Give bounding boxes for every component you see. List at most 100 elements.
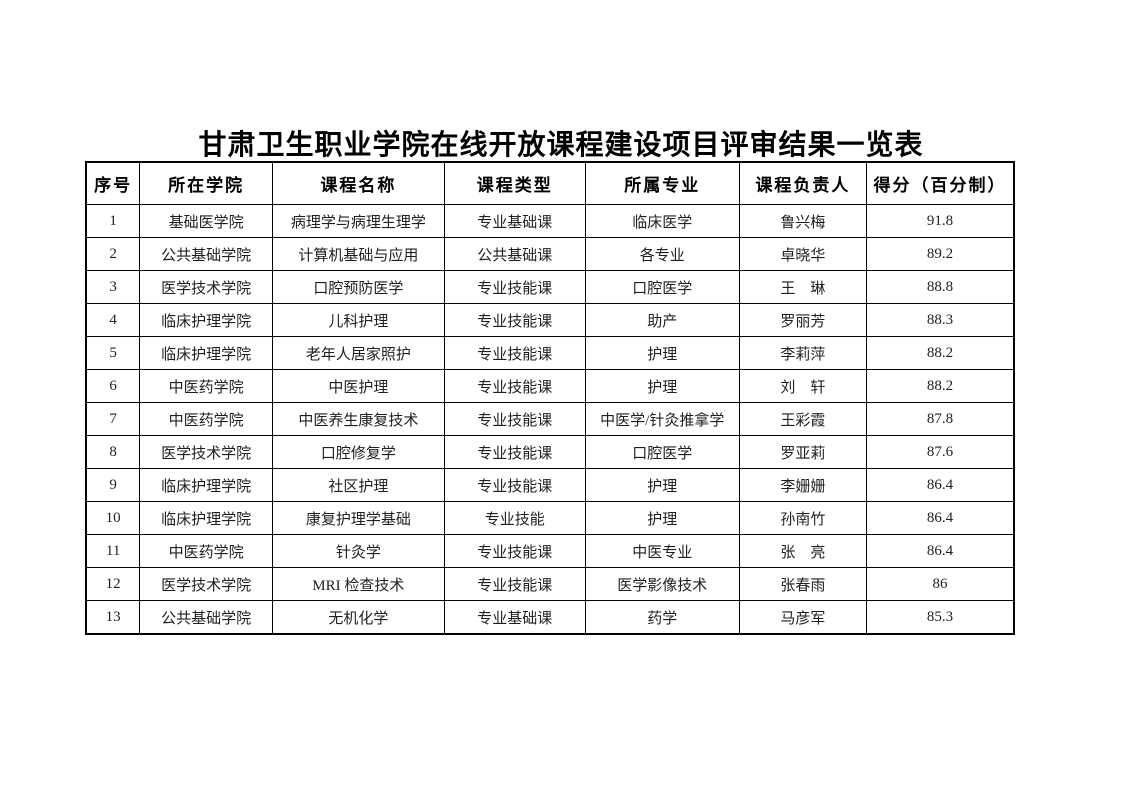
table-cell: 87.6 [865, 435, 1015, 469]
table-cell: 86.4 [865, 468, 1015, 502]
column-header: 所在学院 [139, 161, 274, 205]
table-cell: 基础医学院 [139, 204, 274, 238]
table-cell: 专业基础课 [443, 600, 586, 635]
table-row: 2 公共基础学院 计算机基础与应用 公共基础课 各专业 卓晓华 89.2 [85, 237, 1015, 271]
table-cell: 医学技术学院 [139, 435, 274, 469]
table-cell: 3 [85, 270, 141, 304]
table-row: 1 基础医学院 病理学与病理生理学 专业基础课 临床医学 鲁兴梅 91.8 [85, 204, 1015, 238]
table-row: 11 中医药学院 针灸学 专业技能课 中医专业张 亮 86.4 [85, 534, 1015, 568]
table-cell: 86 [865, 567, 1015, 601]
table-cell: 1 [85, 204, 141, 238]
table-cell: 专业技能课 [443, 567, 586, 601]
table-cell: 10 [85, 501, 141, 535]
table-row: 3 医学技术学院 口腔预防医学 专业技能课 口腔医学王 琳 88.8 [85, 270, 1015, 304]
table-cell: 专业技能课 [443, 402, 586, 436]
table-cell: 中医专业 [584, 534, 740, 568]
table-cell: 11 [85, 534, 141, 568]
table-cell: 王 琳 [738, 270, 867, 304]
table-cell: 刘 轩 [738, 369, 867, 403]
table-cell: 儿科护理 [272, 303, 445, 337]
table-cell: 计算机基础与应用 [272, 237, 445, 271]
table-cell: 口腔预防医学 [272, 270, 445, 304]
table-cell: 91.8 [865, 204, 1015, 238]
column-header: 课程负责人 [738, 161, 867, 205]
table-cell: 87.8 [865, 402, 1015, 436]
table-cell: 4 [85, 303, 141, 337]
page-title: 甘肃卫生职业学院在线开放课程建设项目评审结果一览表 [198, 129, 924, 160]
table-cell: 张春雨 [738, 567, 867, 601]
table-cell: MRI 检查技术 [272, 567, 445, 601]
table-cell: 85.3 [865, 600, 1015, 635]
table-cell: 李莉萍 [738, 336, 867, 370]
table-cell: 口腔医学 [584, 270, 740, 304]
table-cell: 6 [85, 369, 141, 403]
table-row: 6 中医药学院 中医护理 专业技能课 护理刘 轩 88.2 [85, 369, 1015, 403]
table-row: 8 医学技术学院 口腔修复学 专业技能课 口腔医学 罗亚莉 87.6 [85, 435, 1015, 469]
table-row: 4 临床护理学院 儿科护理 专业技能课 助产 罗丽芳 88.3 [85, 303, 1015, 337]
table-cell: 89.2 [865, 237, 1015, 271]
table-row: 13 公共基础学院 无机化学 专业基础课 药学 马彦军 85.3 [85, 600, 1015, 635]
table-cell: 公共基础学院 [139, 237, 274, 271]
table-cell: 各专业 [584, 237, 740, 271]
table-cell: 临床护理学院 [139, 468, 274, 502]
table-cell: 8 [85, 435, 141, 469]
table-cell: 专业技能课 [443, 435, 586, 469]
table-row: 12 医学技术学院 MRI 检查技术 专业技能课 医学影像技术 张春雨 86 [85, 567, 1015, 601]
table-cell: 7 [85, 402, 141, 436]
table-cell: 鲁兴梅 [738, 204, 867, 238]
table-cell: 医学技术学院 [139, 567, 274, 601]
table-cell: 药学 [584, 600, 740, 635]
table-cell: 86.4 [865, 501, 1015, 535]
table-cell: 专业技能课 [443, 336, 586, 370]
table-cell: 医学技术学院 [139, 270, 274, 304]
table-cell: 王彩霞 [738, 402, 867, 436]
table-cell: 公共基础课 [443, 237, 586, 271]
table-cell: 临床护理学院 [139, 303, 274, 337]
table-cell: 中医药学院 [139, 534, 274, 568]
table-cell: 5 [85, 336, 141, 370]
column-header: 得分（百分制） [865, 161, 1015, 205]
table-cell: 专业基础课 [443, 204, 586, 238]
table-cell: 88.8 [865, 270, 1015, 304]
table-cell: 专业技能课 [443, 534, 586, 568]
table-row: 7 中医药学院 中医养生康复技术 专业技能课 中医学/针灸推拿学 王彩霞 87.8 [85, 402, 1015, 436]
table-cell: 临床护理学院 [139, 501, 274, 535]
column-header: 课程名称 [272, 161, 445, 205]
table-cell: 公共基础学院 [139, 600, 274, 635]
review-results-table: 序号 所在学院 课程名称 课程类型 所属专业 课程负责人 得分（百分制） 1 基础医学院 病理学… [85, 161, 1015, 635]
table-cell: 口腔医学 [584, 435, 740, 469]
table-cell: 临床护理学院 [139, 336, 274, 370]
table-cell: 88.2 [865, 336, 1015, 370]
table-cell: 12 [85, 567, 141, 601]
table-cell: 2 [85, 237, 141, 271]
table-cell: 88.2 [865, 369, 1015, 403]
table-cell: 孙南竹 [738, 501, 867, 535]
table-cell: 86.4 [865, 534, 1015, 568]
table-cell: 卓晓华 [738, 237, 867, 271]
table-cell: 护理 [584, 501, 740, 535]
table-cell: 助产 [584, 303, 740, 337]
table-cell: 张 亮 [738, 534, 867, 568]
table-row: 5 临床护理学院 老年人居家照护 专业技能课 护理 李莉萍 88.2 [85, 336, 1015, 370]
table-cell: 罗亚莉 [738, 435, 867, 469]
table-cell: 中医药学院 [139, 402, 274, 436]
table-cell: 中医学/针灸推拿学 [584, 402, 740, 436]
table-cell: 专业技能课 [443, 468, 586, 502]
table-cell: 护理 [584, 369, 740, 403]
table-cell: 专业技能 [443, 501, 586, 535]
table-cell: 老年人居家照护 [272, 336, 445, 370]
table-row: 10 临床护理学院 康复护理学基础 专业技能 护理 孙南竹 86.4 [85, 501, 1015, 535]
table-cell: 马彦军 [738, 600, 867, 635]
table-cell: 中医药学院 [139, 369, 274, 403]
table-cell: 护理 [584, 468, 740, 502]
table-cell: 病理学与病理生理学 [272, 204, 445, 238]
table-cell: 专业技能课 [443, 369, 586, 403]
table-cell: 口腔修复学 [272, 435, 445, 469]
table-cell: 88.3 [865, 303, 1015, 337]
table-header-row: 序号 所在学院 课程名称 课程类型 所属专业 课程负责人 得分（百分制） [85, 161, 1015, 205]
column-header: 所属专业 [584, 161, 740, 205]
column-header: 序号 [85, 161, 141, 205]
column-header: 课程类型 [443, 161, 586, 205]
table-cell: 专业技能课 [443, 270, 586, 304]
